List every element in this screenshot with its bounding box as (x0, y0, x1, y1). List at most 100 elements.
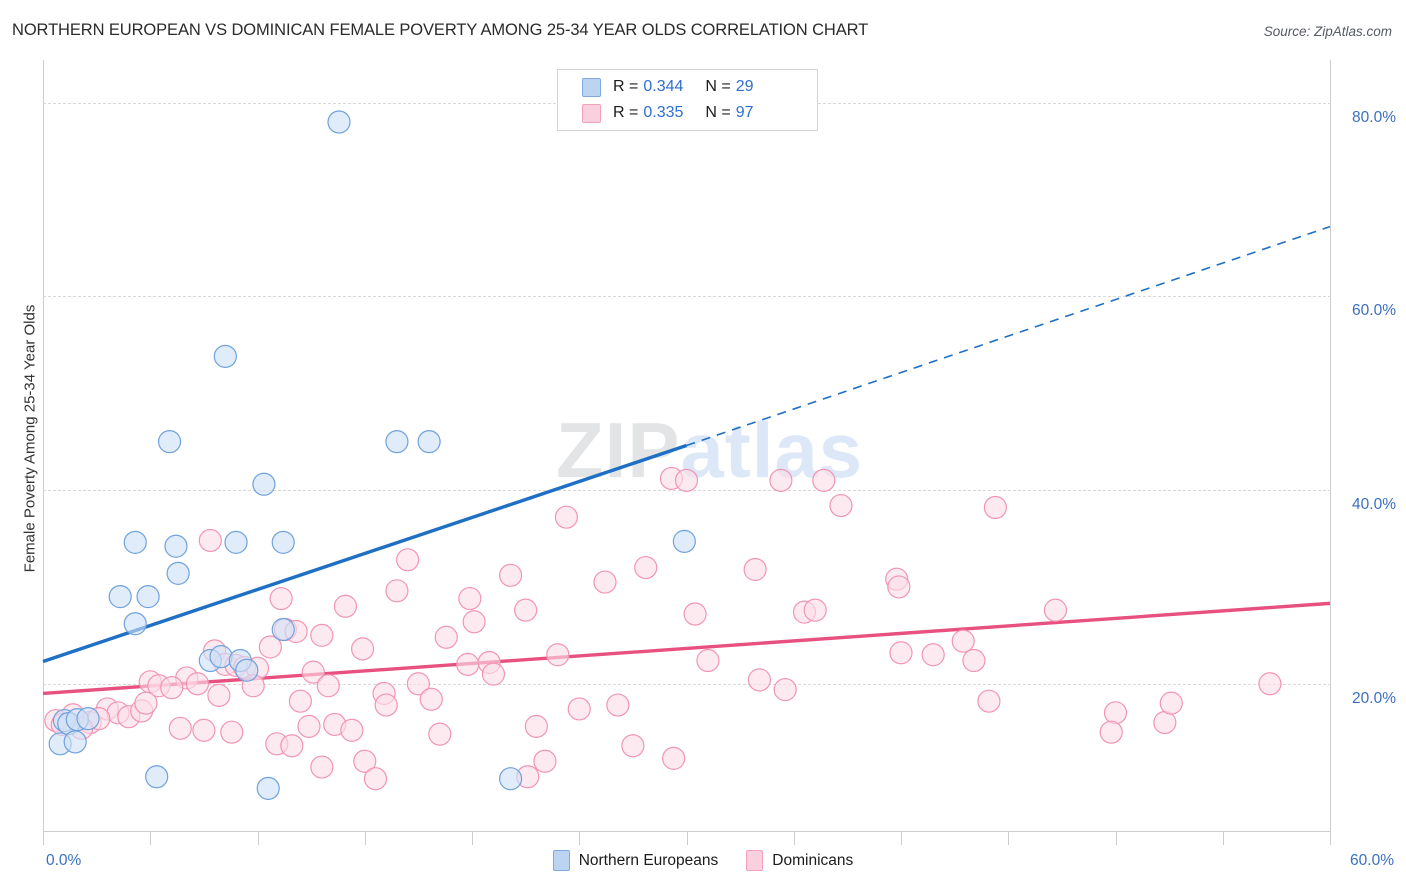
x-tick-mark (364, 832, 366, 845)
series-swatch-dominicans (746, 850, 764, 871)
data-point-dominicans (258, 635, 282, 659)
data-point-dominicans (889, 641, 913, 665)
data-point-dominicans (434, 625, 458, 649)
x-tick-mark (1330, 832, 1331, 845)
data-point-dominicans (220, 720, 244, 744)
data-point-dominicans (280, 734, 304, 758)
x-axis-min-label: 0.0% (46, 852, 82, 869)
x-tick-mark (43, 832, 44, 845)
data-point-dominicans (533, 749, 557, 773)
trendline-northern-europeans (42, 443, 688, 664)
data-point-dominicans (406, 672, 430, 696)
x-axis-line (43, 831, 1331, 832)
data-point-northern-europeans (108, 585, 132, 609)
data-point-dominicans (134, 691, 158, 715)
data-point-dominicans (207, 683, 231, 707)
data-point-dominicans (962, 648, 986, 673)
data-point-dominicans (1103, 701, 1128, 725)
page-title: NORTHERN EUROPEAN VS DOMINICAN FEMALE PO… (12, 21, 869, 39)
legend-n-label-1: N = (705, 78, 731, 95)
data-point-dominicans (1153, 710, 1177, 735)
data-point-northern-europeans (123, 530, 147, 554)
series-label-northern-europeans: Northern Europeans (578, 851, 719, 869)
data-point-northern-europeans (136, 585, 160, 609)
x-tick-mark (1222, 832, 1224, 845)
data-point-dominicans (977, 689, 1001, 713)
data-point-dominicans (951, 629, 975, 653)
data-point-dominicans (662, 746, 686, 770)
dominicans-points-group (44, 466, 1282, 791)
data-point-dominicans (301, 660, 325, 684)
data-point-dominicans (773, 677, 797, 702)
series-swatch-northern-europeans (552, 850, 570, 871)
data-point-dominicans (524, 714, 548, 738)
legend-row-dominicans: R = 0.335 N = 97 (582, 101, 754, 125)
data-point-dominicans (351, 637, 375, 661)
x-tick-mark (579, 832, 581, 845)
data-point-dominicans (419, 687, 443, 711)
data-point-dominicans (160, 676, 184, 700)
data-point-northern-europeans (271, 530, 295, 554)
source-attribution: Source: ZipAtlas.com (1263, 24, 1392, 39)
data-point-dominicans (269, 586, 293, 611)
data-point-northern-europeans (327, 110, 351, 134)
data-point-dominicans (192, 718, 216, 742)
x-tick-mark (901, 832, 902, 845)
data-point-dominicans (198, 528, 222, 553)
data-point-dominicans (288, 689, 312, 713)
data-point-dominicans (621, 734, 645, 758)
data-point-dominicans (316, 674, 340, 698)
data-point-dominicans (1258, 672, 1282, 696)
data-point-northern-europeans (164, 534, 188, 558)
data-point-dominicans (696, 648, 720, 673)
data-point-northern-europeans (385, 430, 409, 454)
data-point-dominicans (683, 602, 707, 626)
data-point-dominicans (593, 570, 617, 594)
legend-r-value-2: 0.335 (643, 104, 684, 121)
data-point-dominicans (1099, 720, 1123, 744)
y-tick-label: 80.0% (1352, 108, 1396, 126)
data-point-dominicans (554, 505, 578, 529)
data-point-northern-europeans (157, 430, 182, 454)
series-label-dominicans: Dominicans (772, 851, 854, 869)
northern-europeans-points-group (48, 110, 696, 800)
data-point-northern-europeans (213, 344, 237, 368)
data-point-dominicans (634, 555, 658, 580)
data-point-dominicans (1043, 598, 1068, 622)
data-point-northern-europeans (417, 430, 441, 454)
data-point-northern-europeans (123, 612, 147, 636)
data-point-dominicans (769, 468, 793, 492)
trendline-northern-europeans-projection (686, 225, 1331, 447)
series-legend-item-dominicans[interactable]: Dominicans (746, 850, 853, 871)
data-point-dominicans (385, 579, 409, 603)
data-point-dominicans (983, 495, 1007, 520)
data-point-dominicans (887, 575, 911, 599)
y-tick-label: 20.0% (1352, 689, 1396, 707)
data-point-dominicans (743, 557, 767, 582)
data-point-dominicans (363, 767, 388, 791)
legend-r-value-1: 0.344 (643, 78, 684, 95)
data-point-northern-europeans (63, 730, 87, 754)
data-point-dominicans (747, 668, 772, 692)
data-point-dominicans (462, 610, 486, 634)
x-tick-mark (1115, 832, 1117, 845)
x-tick-mark (1008, 832, 1010, 845)
data-point-dominicans (921, 643, 945, 667)
trend-lines-group (42, 225, 1331, 696)
data-point-dominicans (546, 643, 570, 667)
gridline (43, 683, 1331, 685)
plot-right-border (1330, 60, 1331, 832)
x-tick-mark (257, 832, 259, 845)
data-point-dominicans (374, 693, 398, 717)
series-legend-item-northern-europeans[interactable]: Northern Europeans (552, 850, 719, 871)
data-point-dominicans (567, 697, 591, 721)
data-point-dominicans (168, 716, 192, 740)
series-legend: Northern Europeans Dominicans (0, 850, 1406, 871)
gridline (43, 296, 1331, 298)
data-point-dominicans (310, 755, 334, 779)
data-point-dominicans (353, 749, 377, 773)
legend-r-label-1: R = (613, 78, 639, 95)
data-point-dominicans (803, 598, 827, 622)
legend-n-value-2: 97 (735, 104, 754, 121)
data-point-northern-europeans (166, 561, 190, 585)
